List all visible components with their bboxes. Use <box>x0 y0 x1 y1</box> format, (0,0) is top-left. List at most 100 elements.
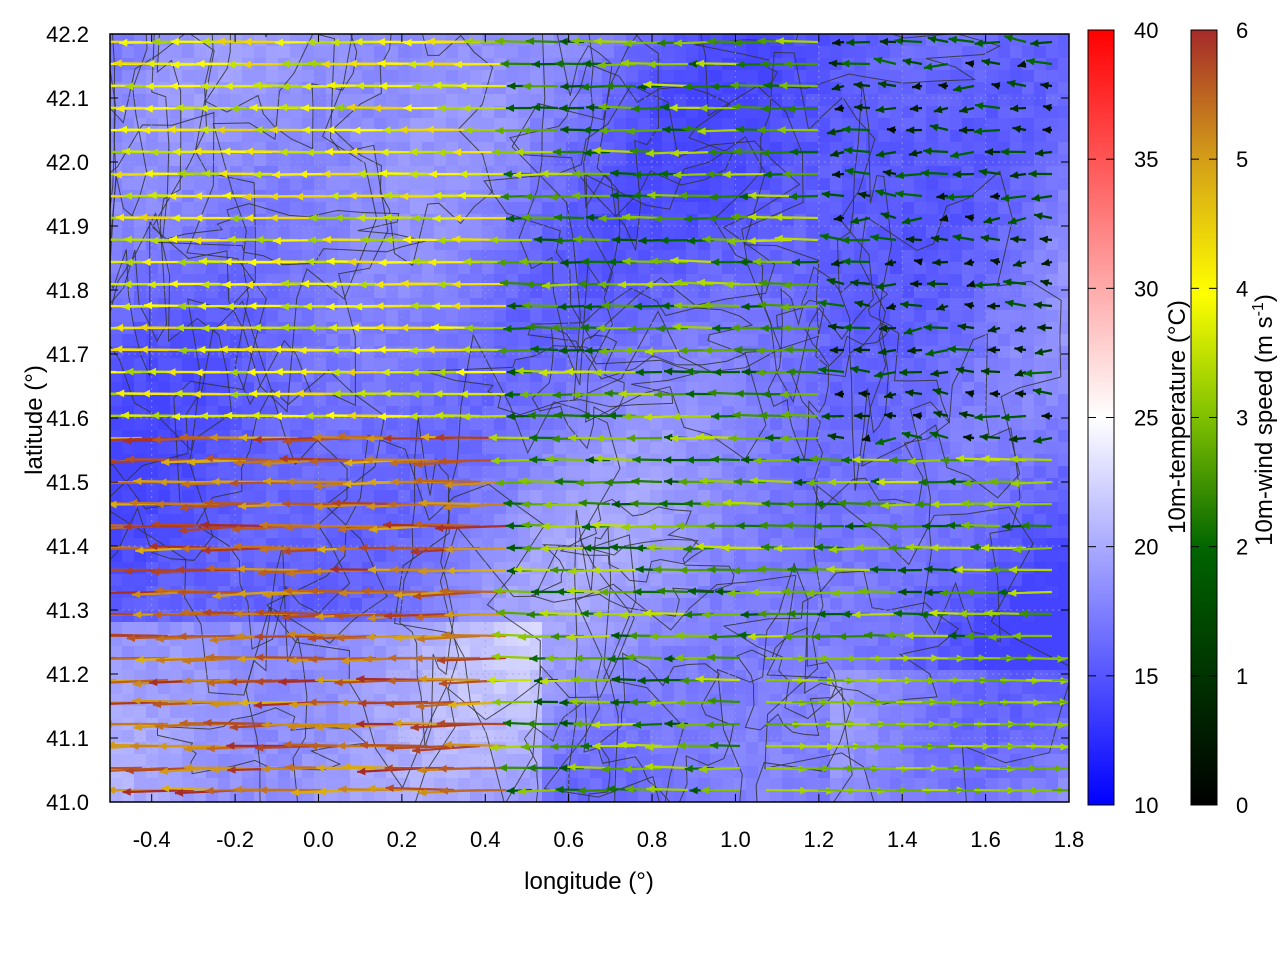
temperature-cell <box>554 178 567 191</box>
temperature-cell <box>542 70 555 83</box>
temperature-cell <box>182 682 195 695</box>
temperature-cell <box>746 334 759 347</box>
temperature-cell <box>614 430 627 443</box>
temperature-cell <box>722 646 735 659</box>
temperature-cell <box>614 490 627 503</box>
temperature-cell <box>1058 46 1069 59</box>
temperature-cell <box>602 742 615 755</box>
temperature-cell <box>506 598 519 611</box>
temperature-cell <box>578 466 591 479</box>
temperature-cell <box>1046 754 1059 767</box>
temperature-cell <box>530 478 543 491</box>
temperature-cell <box>326 526 339 539</box>
temperature-cell <box>194 70 207 83</box>
temperature-cell <box>254 490 267 503</box>
temperature-cell <box>362 754 375 767</box>
temperature-cell <box>314 526 327 539</box>
temperature-cell <box>578 682 591 695</box>
temperature-cell <box>1058 346 1069 359</box>
temperature-cell <box>782 550 795 563</box>
temperature-cell <box>518 430 531 443</box>
temperature-cell <box>1058 334 1069 347</box>
temperature-cell <box>818 106 831 119</box>
temperature-cell <box>446 154 459 167</box>
temperature-cell <box>374 658 387 671</box>
temperature-cell <box>878 634 891 647</box>
temperature-cell <box>830 118 843 131</box>
temperature-cell <box>506 250 519 263</box>
temperature-cell <box>782 226 795 239</box>
temperature-cell <box>1046 382 1059 395</box>
temperature-cell <box>902 226 915 239</box>
temperature-cell <box>1058 238 1069 251</box>
temperature-cell <box>518 766 531 779</box>
temperature-cell <box>1058 514 1069 527</box>
temperature-cell <box>590 622 603 635</box>
temperature-cell <box>974 754 987 767</box>
temperature-cell <box>722 334 735 347</box>
temperature-cell <box>362 70 375 83</box>
temperature-cell <box>266 574 279 587</box>
temperature-cell <box>122 610 135 623</box>
temperature-cell <box>794 94 807 107</box>
temperature-cell <box>206 466 219 479</box>
temperature-cell <box>266 730 279 743</box>
temperature-cell <box>254 178 267 191</box>
temperature-cell <box>362 598 375 611</box>
temperature-cell <box>266 466 279 479</box>
temperature-cell <box>974 178 987 191</box>
temperature-cell <box>386 394 399 407</box>
temperature-cell <box>938 442 951 455</box>
temperature-cell <box>470 34 483 47</box>
temperature-cell <box>902 622 915 635</box>
temperature-cell <box>194 574 207 587</box>
temperature-cell <box>926 550 939 563</box>
temperature-cell <box>158 574 171 587</box>
temperature-cell <box>482 514 495 527</box>
temperature-cell <box>374 334 387 347</box>
temperature-cell <box>326 538 339 551</box>
temperature-cell <box>110 682 123 695</box>
temperature-cell <box>830 466 843 479</box>
temperature-cell <box>686 742 699 755</box>
temperature-cell <box>926 214 939 227</box>
temperature-cell <box>962 70 975 83</box>
temperature-cell <box>986 694 999 707</box>
temperature-cell <box>326 154 339 167</box>
temperature-cell <box>458 598 471 611</box>
temperature-cell <box>338 466 351 479</box>
temperature-cell <box>650 514 663 527</box>
temperature-cell <box>302 286 315 299</box>
temperature-cell <box>698 34 711 47</box>
temperature-cell <box>446 262 459 275</box>
temperature-cell <box>962 622 975 635</box>
temperature-cell <box>218 382 231 395</box>
temperature-cell <box>614 94 627 107</box>
temperature-cell <box>914 94 927 107</box>
temperature-cell <box>614 118 627 131</box>
temperature-cell <box>470 682 483 695</box>
temperature-cell <box>362 154 375 167</box>
temperature-cell <box>374 574 387 587</box>
temperature-cell <box>506 490 519 503</box>
temperature-cell <box>158 646 171 659</box>
temperature-cell <box>638 646 651 659</box>
temperature-cell <box>830 442 843 455</box>
temperature-cell <box>638 286 651 299</box>
temperature-cell <box>434 358 447 371</box>
temperature-cell <box>386 706 399 719</box>
temperature-cell <box>566 622 579 635</box>
temperature-cell <box>506 346 519 359</box>
temperature-cell <box>950 154 963 167</box>
temperature-cell <box>662 358 675 371</box>
temperature-cell <box>1022 298 1035 311</box>
temperature-cell <box>422 466 435 479</box>
temperature-cell <box>170 574 183 587</box>
temperature-cell <box>1034 610 1047 623</box>
temperature-cell <box>986 118 999 131</box>
temperature-cell <box>278 70 291 83</box>
temperature-cell <box>1046 226 1059 239</box>
temperature-cell <box>986 370 999 383</box>
temperature-cell <box>638 262 651 275</box>
temperature-cell <box>614 226 627 239</box>
